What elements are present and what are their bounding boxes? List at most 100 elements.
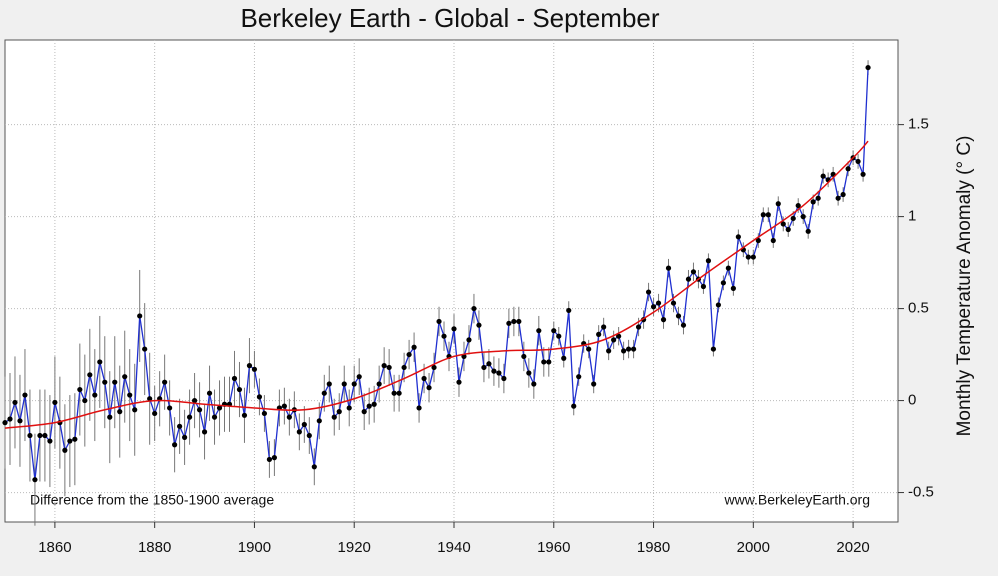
data-point <box>406 351 412 358</box>
data-point <box>820 173 826 179</box>
data-point <box>396 390 402 396</box>
data-point <box>231 375 238 382</box>
data-point <box>246 363 253 369</box>
data-point <box>132 407 138 413</box>
y-tick-label: 0.5 <box>908 300 929 317</box>
data-point <box>700 283 707 290</box>
data-point <box>660 317 667 323</box>
data-point <box>810 199 816 205</box>
x-tick-label: 1940 <box>437 539 470 556</box>
data-point <box>286 414 292 420</box>
data-point <box>690 269 697 275</box>
data-point <box>52 399 58 406</box>
data-point <box>775 201 781 207</box>
data-point <box>381 363 387 369</box>
data-point <box>261 410 268 417</box>
data-point <box>645 289 652 295</box>
data-point <box>386 364 392 371</box>
y-tick-label: 0 <box>908 392 916 409</box>
data-point <box>665 265 672 271</box>
data-point <box>506 320 512 326</box>
data-point <box>186 414 193 420</box>
data-point <box>416 405 422 411</box>
y-tick-label: 1.5 <box>908 116 929 133</box>
data-point <box>196 407 203 413</box>
data-point <box>316 418 322 424</box>
data-point <box>391 390 397 396</box>
data-point <box>556 333 562 339</box>
data-point <box>356 374 362 380</box>
data-point <box>770 237 776 244</box>
data-point <box>546 359 552 365</box>
data-point <box>137 313 143 319</box>
data-point <box>601 324 607 330</box>
data-point <box>571 403 577 409</box>
data-point <box>7 416 13 422</box>
data-point <box>281 403 287 409</box>
data-point <box>765 212 771 218</box>
data-point <box>251 366 258 372</box>
data-point <box>92 392 98 398</box>
data-point <box>616 333 622 339</box>
data-point <box>351 381 357 387</box>
data-point <box>17 418 23 424</box>
data-point <box>42 432 48 439</box>
data-point <box>566 307 572 314</box>
data-point <box>341 381 347 387</box>
x-tick-label: 1900 <box>238 539 271 556</box>
data-point <box>471 305 477 312</box>
data-point <box>531 381 537 387</box>
data-point <box>411 344 417 350</box>
data-point <box>815 195 821 201</box>
x-tick-label: 1920 <box>338 539 371 556</box>
data-point <box>22 392 28 398</box>
data-point <box>326 381 332 387</box>
data-point <box>630 346 637 352</box>
data-point <box>790 215 796 222</box>
data-point <box>780 221 786 227</box>
data-point <box>606 348 612 354</box>
data-point <box>476 322 482 328</box>
data-point <box>62 447 68 453</box>
data-point <box>346 405 352 411</box>
data-point <box>451 326 457 332</box>
data-point <box>855 158 861 165</box>
data-point <box>486 361 492 367</box>
chart-title: Berkeley Earth - Global - September <box>240 3 659 33</box>
data-point <box>840 191 846 198</box>
x-tick-label: 2020 <box>836 539 869 556</box>
data-point <box>112 379 118 385</box>
y-tick-label: -0.5 <box>908 484 934 501</box>
data-point <box>167 405 173 411</box>
data-point <box>37 432 43 439</box>
data-point <box>147 396 153 402</box>
data-point <box>561 355 567 361</box>
data-point <box>102 379 108 385</box>
annotation: Difference from the 1850-1900 average <box>30 492 274 508</box>
data-point <box>271 455 277 461</box>
data-point <box>710 346 717 352</box>
data-point <box>481 364 487 371</box>
data-point <box>296 429 302 435</box>
data-point <box>611 337 617 343</box>
data-point <box>635 324 642 330</box>
data-point <box>431 364 437 371</box>
data-point <box>526 370 532 376</box>
data-point <box>181 434 188 440</box>
data-point <box>241 412 248 418</box>
data-point <box>720 280 726 286</box>
data-point <box>845 166 851 172</box>
data-point <box>211 414 218 420</box>
data-point <box>436 318 442 325</box>
data-point <box>421 375 427 382</box>
data-point <box>32 477 38 483</box>
data-point <box>401 364 407 371</box>
data-point <box>730 285 736 291</box>
data-point <box>785 226 791 233</box>
data-point <box>596 331 602 337</box>
data-point <box>67 438 73 444</box>
data-point <box>805 228 811 234</box>
data-point <box>680 322 687 328</box>
data-point <box>496 370 502 376</box>
